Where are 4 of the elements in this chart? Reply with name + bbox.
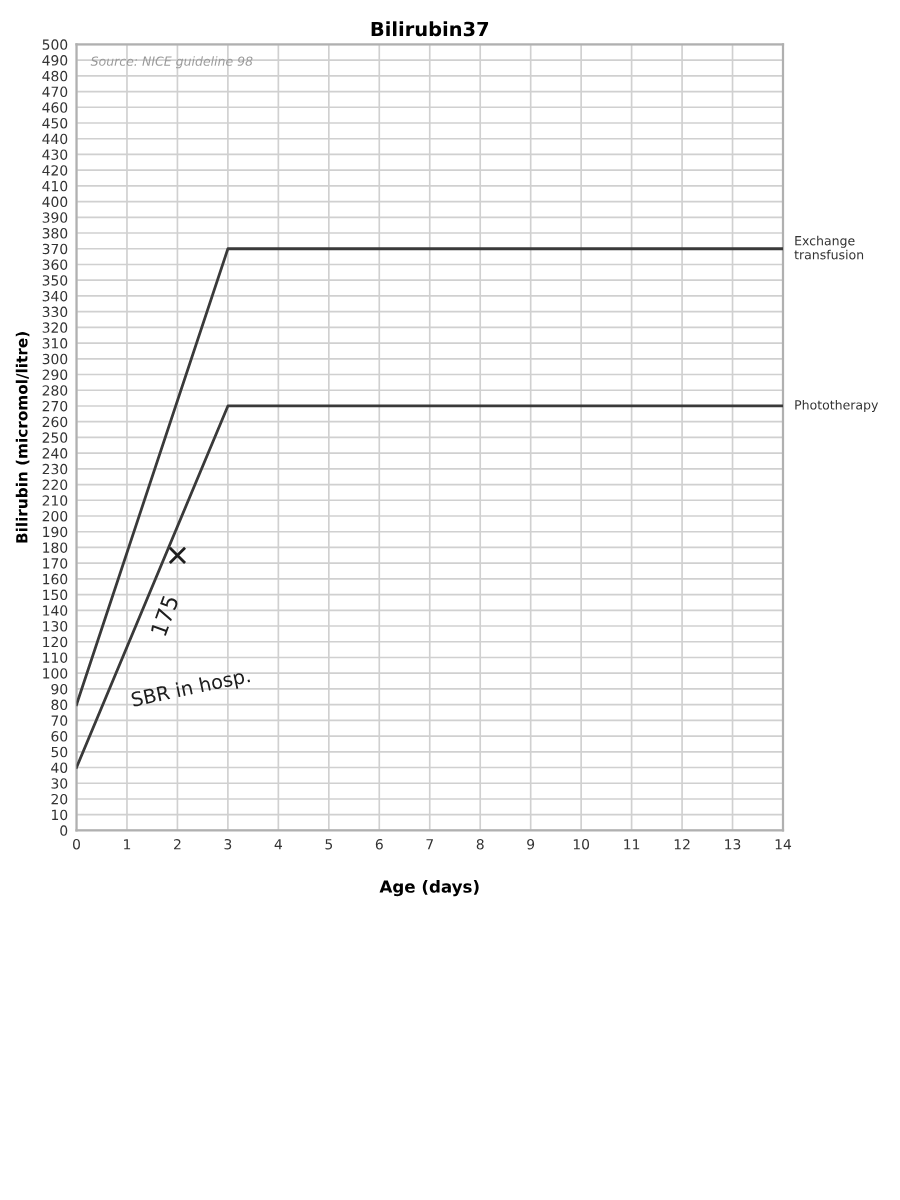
annotation: 175 xyxy=(150,594,179,637)
chart-title: Bilirubin37 xyxy=(371,21,489,37)
x-axis-title: Age (days) xyxy=(379,879,479,897)
annotation: SBR in hosp. xyxy=(130,667,251,711)
